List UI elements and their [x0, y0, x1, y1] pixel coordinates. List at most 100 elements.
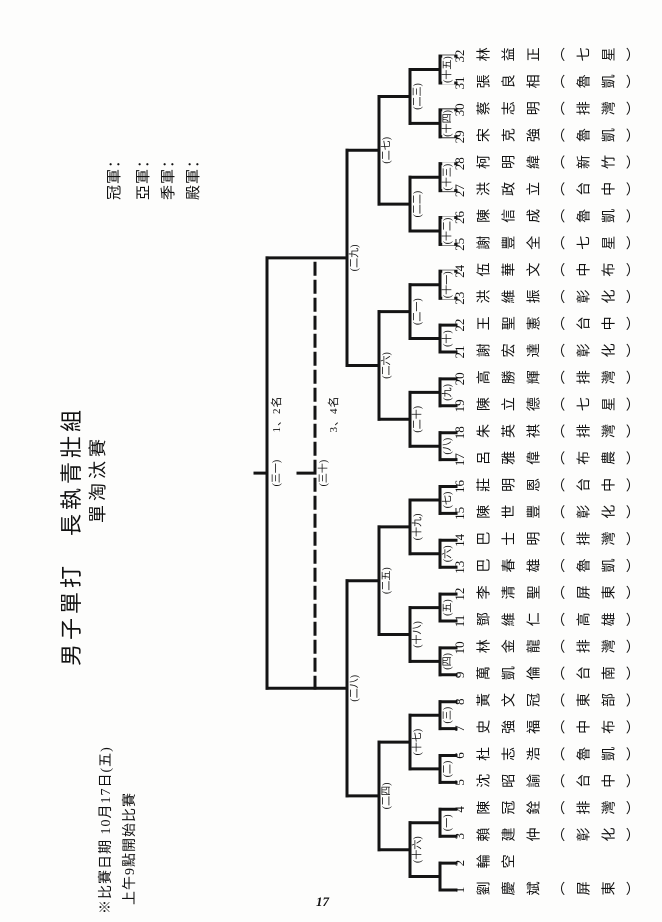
entry: 3 賴建仲（彰化） [452, 823, 651, 849]
entry: 25 謝豐全（七星） [452, 231, 651, 257]
entry-number: 14 [452, 533, 467, 547]
entry: 4 陳冠銓（排灣） [452, 796, 651, 822]
entry-number: 3 [452, 832, 467, 840]
match-label: (二五) [381, 566, 393, 595]
entry: 10 林金龍（排灣） [452, 635, 651, 661]
entry: 2 輪空 [452, 850, 526, 876]
entry-name: 伍華文（中布） [476, 263, 651, 279]
entry-name: 王聖憲（台中） [476, 317, 651, 333]
entry: 27 洪政立（台中） [452, 178, 651, 204]
entry-name: 洪政立（台中） [476, 182, 651, 198]
entry-number: 20 [452, 372, 467, 386]
entry-number: 23 [452, 291, 467, 305]
entry-name: 巴士明（排灣） [476, 532, 651, 548]
entry: 28 柯明緯（新竹） [452, 151, 651, 177]
entry-number: 19 [452, 399, 467, 413]
entry: 1 劉慶斌（屏東） [452, 877, 651, 903]
entry-number: 15 [452, 506, 467, 520]
entry-number: 1 [452, 886, 467, 894]
entry-number: 28 [452, 157, 467, 171]
entry-name: 黃文冠（東部） [476, 694, 651, 710]
entry-number: 9 [452, 671, 467, 679]
entry-name: 萬凱倫（台南） [476, 667, 651, 683]
final-caption: 1、2名 [271, 395, 283, 433]
entry-name: 洪維振（彰化） [476, 290, 651, 306]
entry: 5 沈昭諭（台中） [452, 769, 651, 795]
entry: 7 史強福（中布） [452, 716, 651, 742]
entry-name: 陳冠銓（排灣） [476, 801, 651, 817]
entry-name: 張良相（魯凱） [476, 75, 651, 91]
entry-number: 22 [452, 318, 467, 332]
entry-number: 12 [452, 587, 467, 601]
entry-number: 26 [452, 211, 467, 224]
entry: 19 陳立德（七星） [452, 393, 651, 419]
entry: 29 宋克強（魯凱） [452, 124, 651, 150]
page-number: 17 [316, 894, 329, 909]
entry-name: 蔡志明（排灣） [476, 102, 651, 118]
entry: 18 朱英祺（排灣） [452, 420, 651, 446]
entry-number: 7 [452, 725, 467, 732]
match-label: (十八) [412, 620, 424, 649]
entry-number: 25 [452, 237, 467, 251]
entry: 6 杜志浩（魯凱） [452, 743, 651, 769]
entry-name: 高勝輝（排灣） [476, 371, 651, 387]
entry-name: 柯明緯（新竹） [476, 156, 651, 172]
match-label: (二六) [381, 351, 393, 380]
entry-name: 謝宏達（彰化） [476, 344, 651, 360]
entry-name: 宋克強（魯凱） [476, 129, 651, 145]
entry-number: 4 [452, 806, 467, 813]
entry: 23 洪維振（彰化） [452, 285, 651, 311]
entry: 12 李清聖（屏東） [452, 581, 651, 607]
entry-name: 劉慶斌（屏東） [476, 882, 651, 898]
entry-name: 李清聖（屏東） [476, 586, 651, 602]
entry-number: 13 [452, 560, 467, 574]
entry-number: 21 [452, 345, 467, 359]
entry: 24 伍華文（中布） [452, 258, 651, 284]
entry-name: 賴建仲（彰化） [476, 828, 651, 844]
entry-number: 6 [452, 752, 467, 759]
entry: 13 巴春雄（魯凱） [452, 554, 651, 580]
entry-number: 30 [452, 103, 467, 117]
entry: 26 陳信成（魯凱） [452, 205, 651, 231]
entry-number: 10 [452, 641, 467, 655]
entry: 21 謝宏達（彰化） [452, 339, 651, 365]
entry: 11 鄧維仁（高雄） [452, 608, 651, 634]
entry: 20 高勝輝（排灣） [452, 366, 651, 392]
entry: 17 呂雅偉（布農） [452, 447, 651, 473]
entry-number: 2 [452, 859, 467, 867]
entry-number: 16 [452, 480, 467, 493]
entry: 9 萬凱倫（台南） [452, 662, 651, 688]
entry-name: 巴春雄（魯凱） [476, 559, 651, 575]
final-match-label: (三一) [271, 458, 283, 488]
entry: 14 巴士明（排灣） [452, 527, 651, 553]
entry-name: 沈昭諭（台中） [476, 774, 651, 790]
match-label: (二二) [412, 189, 424, 219]
entry-name: 呂雅偉（布農） [476, 451, 651, 467]
entry-name: 杜志浩（魯凱） [476, 747, 651, 763]
entry: 15 陳世豐（彰化） [452, 500, 651, 526]
entry-name: 陳世豐（彰化） [476, 505, 651, 521]
match-label: (二八) [349, 673, 361, 703]
entry-number: 29 [452, 130, 467, 144]
match-label: (二十) [412, 404, 424, 434]
entry-number: 18 [452, 426, 467, 440]
entry-name: 朱英祺（排灣） [476, 425, 651, 441]
entry: 16 莊明恩（台中） [452, 474, 651, 500]
entry-number: 11 [452, 614, 467, 628]
entry-number: 32 [452, 49, 467, 63]
entry-number: 31 [452, 76, 467, 90]
entry-name: 史強福（中布） [476, 720, 651, 736]
match-label: (二七) [381, 135, 393, 165]
entry: 31 張良相（魯凱） [452, 70, 651, 96]
entry-number: 24 [452, 264, 467, 278]
entry-number: 17 [452, 453, 467, 467]
match-label: (十九) [412, 512, 424, 542]
entry-number: 5 [452, 779, 467, 786]
match-label: (十六) [412, 835, 424, 864]
entry-name: 莊明恩（台中） [476, 478, 651, 494]
entry: 32 林益正（七星） [452, 43, 651, 69]
entry-name: 林金龍（排灣） [476, 640, 651, 656]
third-place-match-label: (三十) [318, 458, 330, 488]
entry-name: 林益正（七星） [476, 48, 651, 64]
